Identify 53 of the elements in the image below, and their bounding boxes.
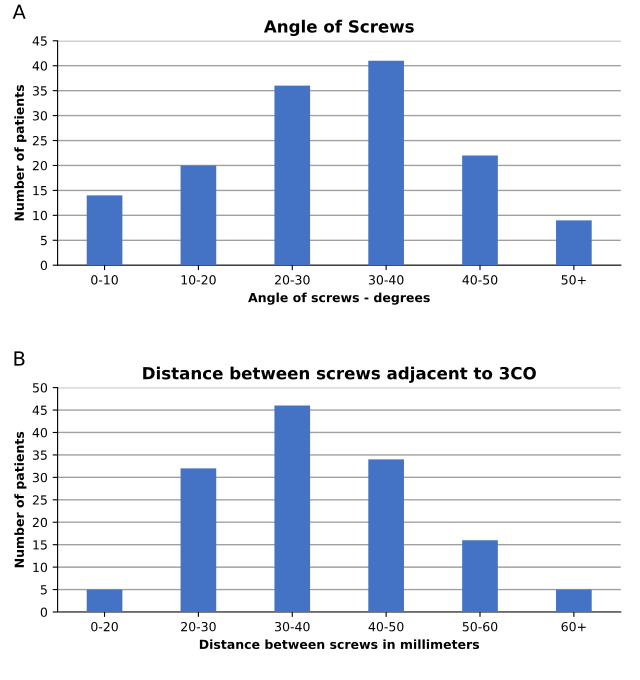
y-tick-label: 5 <box>40 236 47 246</box>
x-tick-label: 30-40 <box>368 275 404 285</box>
chart-title: Distance between screws adjacent to 3CO <box>143 366 536 383</box>
bar <box>274 406 310 612</box>
y-tick-label: 20 <box>32 160 48 170</box>
y-tick-label: 45 <box>32 36 47 46</box>
y-tick-label: 40 <box>32 61 48 71</box>
y-tick-label: 5 <box>40 585 47 594</box>
bar <box>274 86 310 266</box>
y-tick-label: 35 <box>32 450 47 460</box>
x-tick-label: 30-40 <box>275 622 310 632</box>
y-tick-label: 35 <box>32 86 47 96</box>
x-tick-label: 20-30 <box>275 275 310 285</box>
x-tick-label: 20-30 <box>181 622 216 632</box>
y-axis-title: Number of patients <box>14 432 26 568</box>
bar <box>462 155 498 266</box>
bar <box>368 60 404 266</box>
x-axis-title: Angle of screws - degrees <box>248 292 430 305</box>
bar <box>556 590 592 612</box>
x-tick-label: 50+ <box>562 275 586 285</box>
bar <box>368 459 404 612</box>
bar <box>86 590 122 612</box>
y-tick-label: 30 <box>32 472 48 482</box>
y-tick-label: 25 <box>32 136 47 146</box>
bar <box>86 195 122 266</box>
chart-title: Angle of Screws <box>264 20 414 36</box>
y-axis-title: Number of patients <box>14 85 26 220</box>
text: B <box>14 351 25 366</box>
x-tick-label: 40-50 <box>368 622 404 632</box>
y-tick-label: 15 <box>33 540 47 550</box>
y-tick-label: 0 <box>40 260 48 270</box>
y-tick-label: 50 <box>32 383 48 393</box>
y-tick-label: 0 <box>40 607 48 617</box>
y-tick-label: 15 <box>33 186 47 196</box>
y-tick-label: 30 <box>32 111 48 121</box>
text: A <box>12 4 26 19</box>
y-tick-label: 40 <box>32 428 48 438</box>
x-axis-title: Distance between screws in millimeters <box>200 639 480 650</box>
x-tick-label: 0-10 <box>91 275 118 285</box>
y-tick-label: 20 <box>32 518 48 528</box>
y-tick-label: 45 <box>32 406 47 415</box>
x-tick-label: 60+ <box>562 622 586 632</box>
x-tick-label: 0-20 <box>91 622 118 632</box>
bar <box>462 540 498 612</box>
bar <box>556 220 592 266</box>
y-tick-label: 10 <box>33 562 48 572</box>
bar <box>180 165 216 266</box>
x-tick-label: 50-60 <box>462 622 498 632</box>
y-tick-label: 10 <box>33 210 48 220</box>
x-tick-label: 10-20 <box>182 275 216 285</box>
bar <box>180 468 216 612</box>
x-tick-label: 40-50 <box>462 275 498 285</box>
y-tick-label: 25 <box>32 495 47 505</box>
